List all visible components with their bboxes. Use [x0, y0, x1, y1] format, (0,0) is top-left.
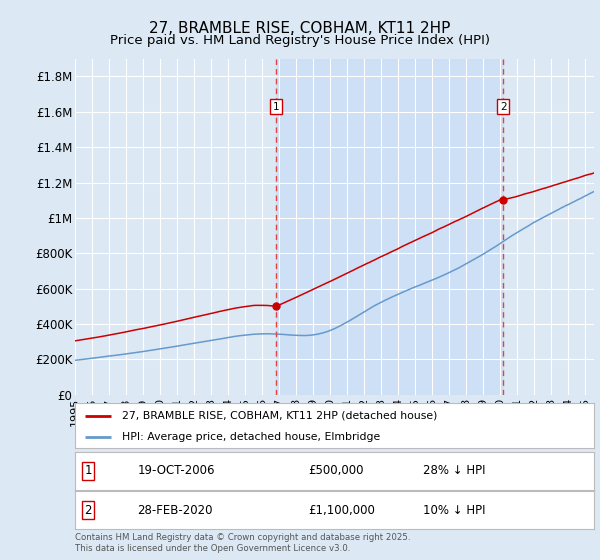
Text: 2: 2: [84, 503, 92, 517]
Text: 1: 1: [84, 464, 92, 478]
Text: 27, BRAMBLE RISE, COBHAM, KT11 2HP: 27, BRAMBLE RISE, COBHAM, KT11 2HP: [149, 21, 451, 36]
Text: 28-FEB-2020: 28-FEB-2020: [137, 503, 213, 517]
Text: Contains HM Land Registry data © Crown copyright and database right 2025.
This d: Contains HM Land Registry data © Crown c…: [75, 533, 410, 553]
Text: 1: 1: [272, 101, 279, 111]
Text: 27, BRAMBLE RISE, COBHAM, KT11 2HP (detached house): 27, BRAMBLE RISE, COBHAM, KT11 2HP (deta…: [122, 410, 437, 421]
Text: HPI: Average price, detached house, Elmbridge: HPI: Average price, detached house, Elmb…: [122, 432, 380, 442]
Bar: [276, 59, 503, 395]
Text: 28% ↓ HPI: 28% ↓ HPI: [423, 464, 485, 478]
Text: 2: 2: [500, 101, 506, 111]
Text: Price paid vs. HM Land Registry's House Price Index (HPI): Price paid vs. HM Land Registry's House …: [110, 34, 490, 46]
Text: 10% ↓ HPI: 10% ↓ HPI: [423, 503, 485, 517]
Text: £500,000: £500,000: [308, 464, 364, 478]
Text: 19-OCT-2006: 19-OCT-2006: [137, 464, 215, 478]
Text: £1,100,000: £1,100,000: [308, 503, 376, 517]
